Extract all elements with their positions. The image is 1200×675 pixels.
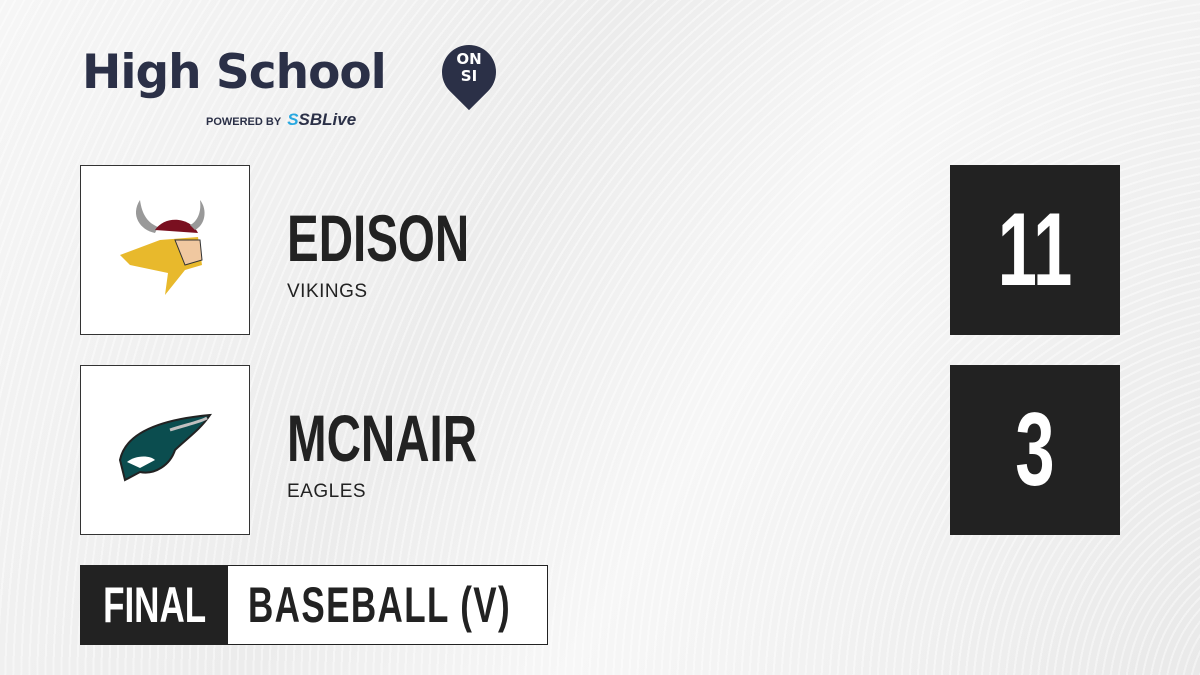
sblive-logo: SSBLive [287,110,357,129]
logo-badge: ON SI [456,50,482,85]
final-label: FINAL [81,566,228,644]
team-score: 3 [950,365,1120,535]
team-name: EDISON [287,201,470,275]
powered-by: POWERED BY SSBLive [206,110,357,129]
team-logo-edison [80,165,250,335]
game-status-bar: FINAL BASEBALL (V) [80,565,548,645]
team-logo-mcnair [80,365,250,535]
logo-title: High School [82,45,387,100]
team-nickname: EAGLES [287,481,367,502]
team-name: MCNAIR [287,401,478,475]
viking-logo-icon [120,200,205,295]
team-score: 11 [950,165,1120,335]
sport-label: BASEBALL (V) [248,577,512,633]
high-school-on-si-logo: High School ON SI POWERED BY SSBLive [82,33,508,129]
eagle-logo-icon [118,413,212,482]
team-nickname: VIKINGS [287,281,368,302]
